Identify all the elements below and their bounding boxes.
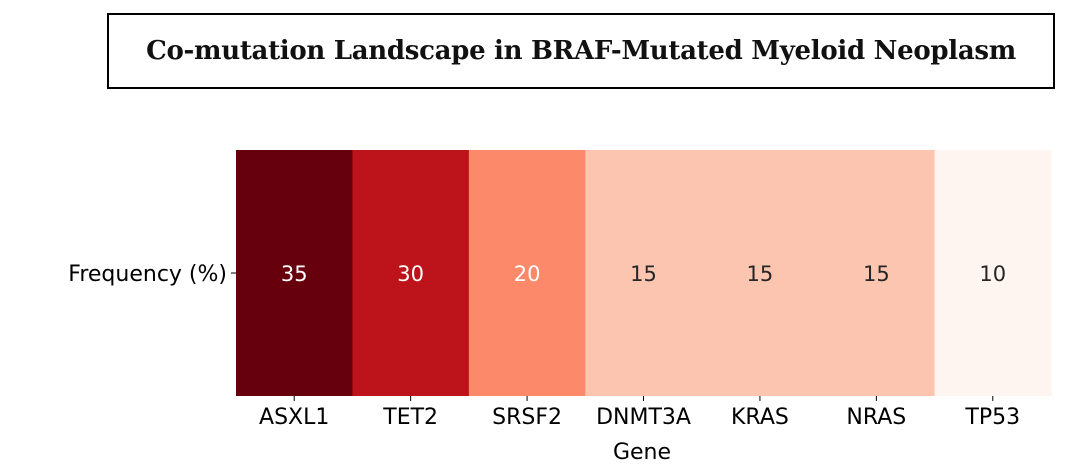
cell-value-label: 15 bbox=[747, 262, 774, 286]
heatmap-cell-tet2 bbox=[352, 150, 470, 396]
y-axis: Frequency (%) bbox=[68, 262, 236, 287]
chart-title-box: Co-mutation Landscape in BRAF-Mutated My… bbox=[107, 13, 1055, 89]
heatmap-cell-dnmt3a bbox=[585, 150, 703, 396]
x-tick-label: TET2 bbox=[382, 405, 438, 430]
x-tick-label: TP53 bbox=[964, 405, 1020, 430]
x-axis: ASXL1 TET2 SRSF2 DNMT3A KRAS NRAS TP53 bbox=[259, 396, 1020, 430]
y-tick-label: Frequency (%) bbox=[68, 262, 227, 287]
cell-value-label: 20 bbox=[514, 262, 541, 286]
x-axis-label: Gene bbox=[613, 440, 671, 465]
heatmap-cell-tp53 bbox=[934, 150, 1052, 396]
cell-value-label: 15 bbox=[863, 262, 890, 286]
heatmap-cell-nras bbox=[818, 150, 936, 396]
cell-value-label: 15 bbox=[630, 262, 657, 286]
x-tick-label: NRAS bbox=[846, 405, 906, 430]
cell-value-label: 10 bbox=[979, 262, 1006, 286]
heatmap-cell-srsf2 bbox=[468, 150, 586, 396]
chart-title: Co-mutation Landscape in BRAF-Mutated My… bbox=[146, 36, 1016, 66]
x-tick-label: KRAS bbox=[731, 405, 789, 430]
cell-value-label: 35 bbox=[281, 262, 308, 286]
x-tick-label: SRSF2 bbox=[492, 405, 562, 430]
x-tick-label: ASXL1 bbox=[259, 405, 329, 430]
cell-value-label: 30 bbox=[397, 262, 424, 286]
x-tick-label: DNMT3A bbox=[596, 405, 691, 430]
heatmap-value-labels: 35 30 20 15 15 15 10 bbox=[281, 262, 1006, 286]
heatmap-cell-kras bbox=[701, 150, 819, 396]
heatmap-cells bbox=[236, 150, 1052, 396]
heatmap-cell-asxl1 bbox=[236, 150, 354, 396]
